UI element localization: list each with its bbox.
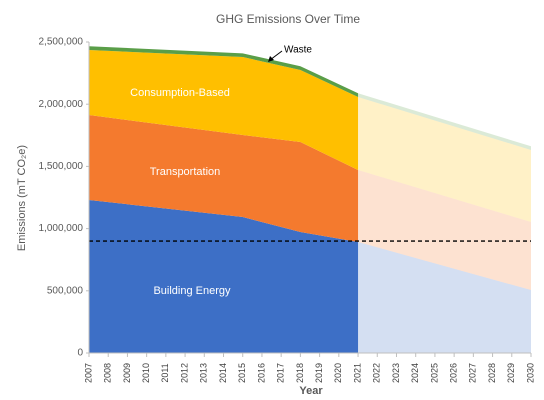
x-tick-label: 2027: [468, 363, 478, 383]
x-tick-label: 2018: [295, 363, 305, 383]
projected-area: [358, 170, 531, 291]
area: [89, 46, 359, 97]
x-tick-label: 2009: [122, 363, 132, 383]
area-label: Transportation: [150, 166, 221, 178]
y-tick-label: 2,000,000: [39, 99, 84, 110]
projected-area: [358, 242, 531, 353]
x-tick-label: 2030: [525, 363, 535, 383]
x-tick-label: 2007: [83, 363, 93, 383]
area: [89, 115, 359, 243]
x-tick-label: 2010: [141, 363, 151, 383]
x-tick-label: 2025: [429, 363, 439, 383]
y-axis-label: Emissions (mT CO₂e): [16, 145, 28, 251]
x-tick-label: 2020: [333, 363, 343, 383]
x-tick-label: 2014: [218, 363, 228, 383]
area-label: Building Energy: [153, 285, 231, 297]
x-tick-label: 2024: [410, 363, 420, 383]
x-tick-label: 2012: [179, 363, 189, 383]
chart-title: GHG Emissions Over Time: [216, 12, 360, 26]
area: [89, 49, 359, 171]
x-tick-label: 2029: [506, 363, 516, 383]
y-tick-label: 1,000,000: [39, 223, 84, 234]
y-tick-label: 2,500,000: [39, 37, 84, 48]
y-tick-label: 0: [77, 348, 83, 359]
x-tick-label: 2021: [352, 363, 362, 383]
x-tick-label: 2015: [237, 363, 247, 383]
projected-area: [358, 96, 531, 223]
y-tick-label: 500,000: [47, 285, 84, 296]
x-tick-label: 2011: [160, 363, 170, 382]
x-tick-label: 2026: [449, 363, 459, 383]
x-tick-label: 2016: [256, 363, 266, 383]
x-tick-label: 2008: [103, 363, 113, 383]
annotation-arrowhead: [268, 56, 274, 62]
x-tick-label: 2028: [487, 363, 497, 383]
y-tick-label: 1,500,000: [39, 161, 84, 172]
x-tick-label: 2013: [199, 363, 209, 383]
area-label: Consumption-Based: [130, 87, 230, 99]
x-tick-label: 2017: [276, 363, 286, 383]
annotation-label: Waste: [284, 45, 312, 56]
x-tick-label: 2022: [372, 363, 382, 383]
x-tick-label: 2023: [391, 363, 401, 383]
area: [89, 199, 359, 353]
x-tick-label: 2019: [314, 363, 324, 383]
x-axis-label: Year: [299, 385, 323, 397]
projected-area: [358, 93, 531, 150]
